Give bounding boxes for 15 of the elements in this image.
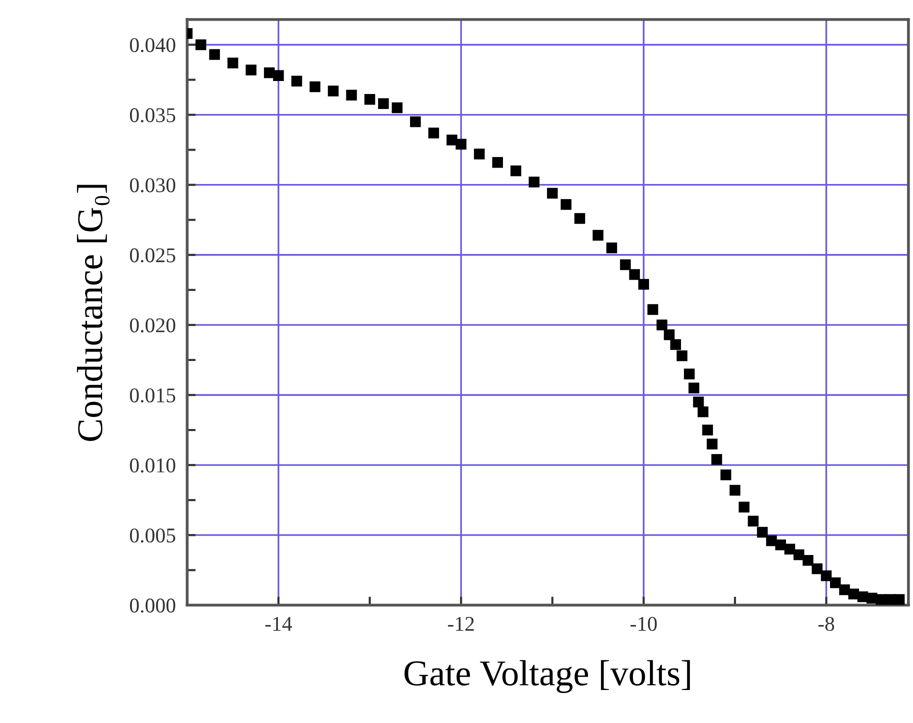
x-tick-label: -8	[818, 616, 834, 631]
y-tick-label: 0.030	[130, 178, 176, 192]
y-axis-title: Conductance [G₀]	[76, 184, 110, 441]
y-tick-label: 0.035	[130, 108, 176, 122]
y-tick-label: 0.015	[130, 388, 176, 403]
y-tick-label: 0.020	[130, 318, 176, 332]
x-tick-label: -12	[448, 616, 474, 631]
y-tick-label: 0.010	[130, 458, 176, 473]
x-tick-label: -10	[630, 616, 657, 631]
y-tick-label: 0.025	[130, 248, 176, 262]
y-tick-label: 0.000	[130, 598, 176, 613]
x-tick-label: -14	[265, 616, 292, 631]
y-tick-label: 0.040	[130, 38, 176, 52]
x-axis-title: Gate Voltage [volts]	[404, 660, 690, 694]
y-tick-label: 0.005	[130, 528, 176, 543]
